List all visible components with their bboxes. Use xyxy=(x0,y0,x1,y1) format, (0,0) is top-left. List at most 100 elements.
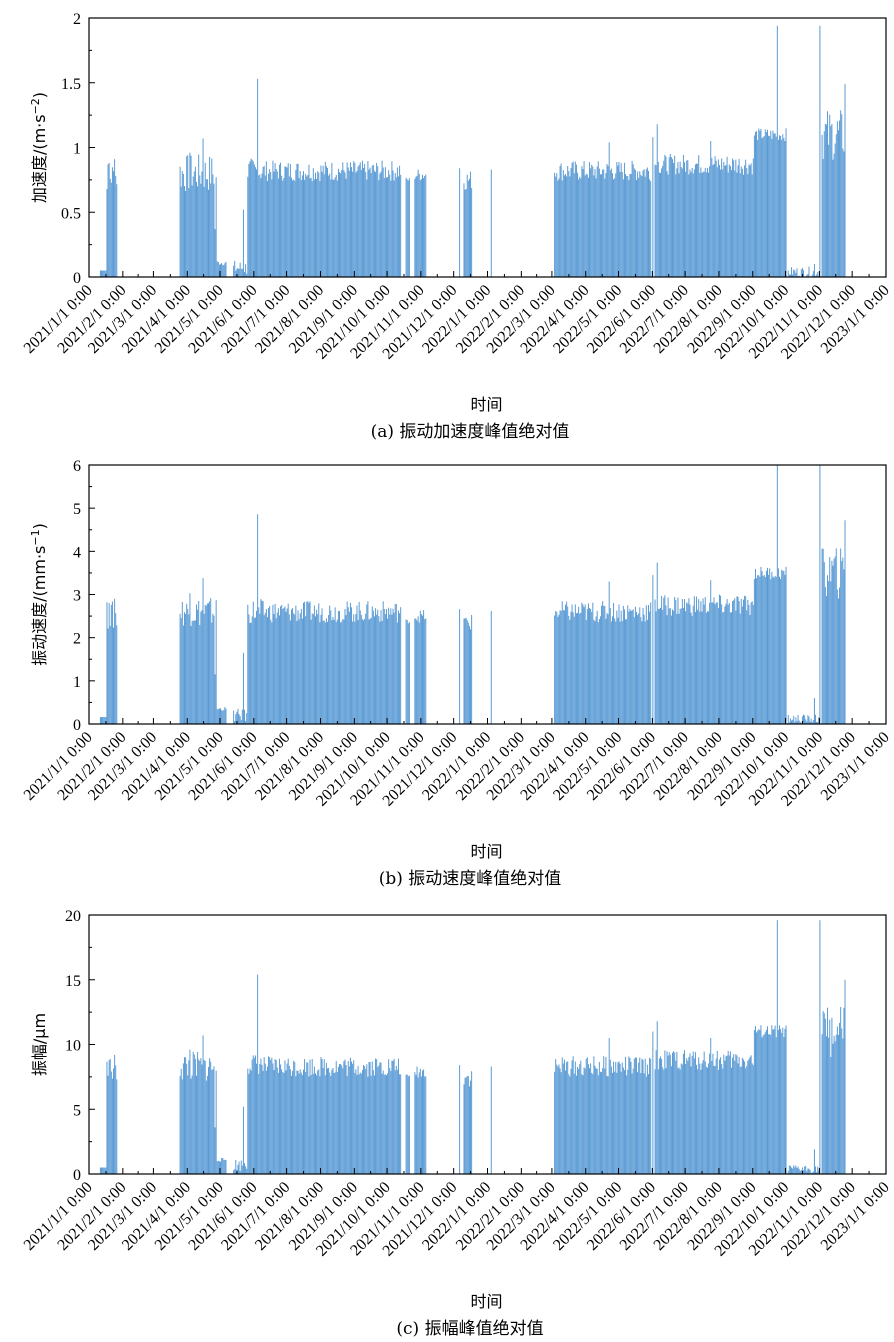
bar xyxy=(667,1055,669,1174)
bar xyxy=(580,1060,582,1174)
bar xyxy=(247,604,249,724)
bar xyxy=(618,1061,620,1174)
bar xyxy=(353,1060,355,1174)
bar xyxy=(829,557,831,724)
bar xyxy=(758,575,760,724)
bar xyxy=(331,162,333,277)
bar xyxy=(194,166,196,277)
bar xyxy=(252,601,254,724)
bar xyxy=(646,619,648,724)
bar xyxy=(347,1061,349,1174)
bar xyxy=(324,1075,326,1174)
bar xyxy=(715,160,717,277)
bar xyxy=(419,1068,421,1174)
bar xyxy=(241,1165,243,1174)
bar xyxy=(656,124,658,277)
bar xyxy=(639,607,641,724)
bar xyxy=(830,125,832,278)
bar xyxy=(563,1059,565,1174)
bar xyxy=(763,136,765,277)
bar xyxy=(831,560,833,724)
bar xyxy=(807,715,809,724)
bar xyxy=(619,1063,621,1174)
bar xyxy=(209,156,211,277)
bar-series xyxy=(99,25,846,278)
bar xyxy=(372,1070,374,1174)
bar xyxy=(190,1078,192,1174)
bar xyxy=(717,159,719,277)
bar xyxy=(815,714,817,724)
bar xyxy=(749,1056,751,1174)
bar xyxy=(206,179,208,277)
bar xyxy=(592,602,594,724)
bar xyxy=(353,614,355,724)
bar xyxy=(465,188,467,277)
bar xyxy=(768,135,770,277)
bar xyxy=(300,180,302,277)
bar xyxy=(613,602,615,724)
bar xyxy=(317,171,319,277)
bar xyxy=(729,612,731,724)
bar xyxy=(361,160,363,277)
bar xyxy=(254,167,256,277)
bar xyxy=(746,610,748,724)
bar xyxy=(379,1062,381,1174)
bar xyxy=(343,170,345,277)
bar xyxy=(566,601,568,724)
bar xyxy=(335,1061,337,1174)
y-tick-label: 0 xyxy=(73,270,81,287)
bar xyxy=(767,1026,768,1174)
bar xyxy=(235,1160,237,1174)
bar xyxy=(343,619,345,724)
bar xyxy=(187,155,189,277)
bar xyxy=(691,615,693,724)
bar xyxy=(357,166,359,277)
bar xyxy=(628,180,630,277)
bar xyxy=(634,1057,636,1174)
bar xyxy=(268,607,270,724)
bar xyxy=(211,158,213,277)
bar xyxy=(642,608,644,724)
bar xyxy=(302,602,304,724)
bar xyxy=(297,610,299,724)
bar xyxy=(821,134,823,277)
bar xyxy=(603,1056,605,1174)
bar xyxy=(811,274,813,277)
bar xyxy=(182,173,184,277)
bar xyxy=(259,1063,261,1174)
bar xyxy=(641,176,643,277)
bar xyxy=(702,598,704,724)
bar xyxy=(647,170,649,277)
bar xyxy=(311,613,313,724)
bar xyxy=(309,178,311,277)
bar xyxy=(189,593,191,724)
bar xyxy=(606,1075,608,1174)
bar xyxy=(335,174,337,277)
bar xyxy=(371,606,373,724)
bar xyxy=(201,610,203,724)
bar xyxy=(237,708,239,724)
bar xyxy=(216,709,218,724)
bar xyxy=(807,1168,809,1174)
bar xyxy=(190,625,192,724)
bar xyxy=(106,1061,108,1174)
bar xyxy=(188,614,190,724)
bar xyxy=(235,714,237,724)
bar xyxy=(733,1054,735,1174)
bar xyxy=(192,1051,194,1174)
bar xyxy=(420,179,422,277)
bar xyxy=(240,1160,242,1174)
bar xyxy=(796,268,798,277)
bar xyxy=(841,1028,843,1174)
bar xyxy=(321,171,323,277)
bar xyxy=(650,602,652,724)
bar xyxy=(236,268,238,277)
bar xyxy=(829,114,831,278)
bar xyxy=(646,1064,648,1174)
bar xyxy=(324,622,326,724)
bar xyxy=(806,1171,808,1174)
bar xyxy=(746,168,748,277)
bar xyxy=(307,175,309,277)
bar xyxy=(747,174,749,277)
